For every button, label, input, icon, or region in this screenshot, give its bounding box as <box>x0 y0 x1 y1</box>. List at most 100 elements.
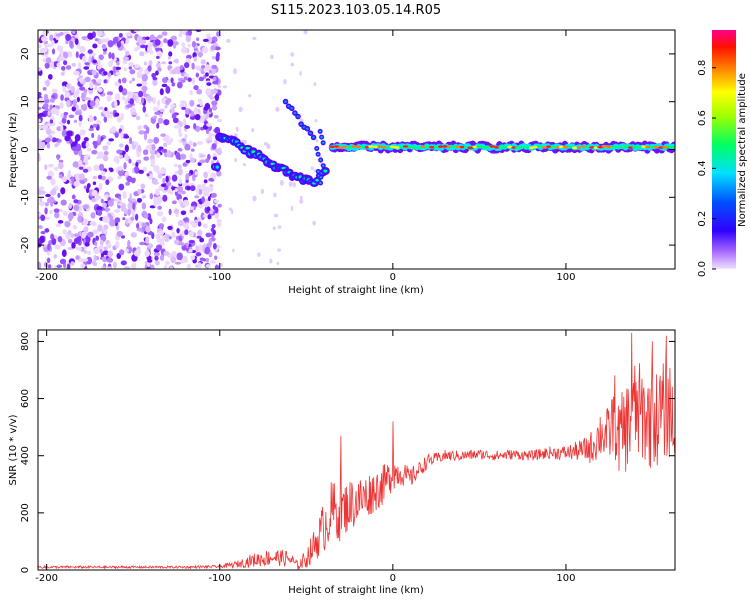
noise-speck <box>48 196 55 203</box>
noise-speck <box>145 36 150 41</box>
noise-speck <box>199 237 205 243</box>
noise-speck <box>205 128 210 135</box>
noise-speck <box>111 52 115 60</box>
noise-speck <box>106 94 112 102</box>
noise-speck <box>168 236 172 240</box>
noise-speck <box>187 77 192 82</box>
noise-speck <box>147 243 154 249</box>
noise-speck <box>205 232 212 238</box>
noise-speck <box>220 262 223 268</box>
noise-speck <box>125 248 129 253</box>
noise-speck <box>138 125 143 130</box>
noise-speck <box>196 37 200 42</box>
noise-speck <box>213 114 219 119</box>
noise-speck <box>195 245 199 252</box>
noise-speck <box>165 181 172 186</box>
noise-speck <box>128 80 133 84</box>
noise-speck <box>214 264 220 269</box>
noise-speck <box>121 88 128 96</box>
noise-speck <box>188 239 195 244</box>
noise-speck <box>58 159 64 163</box>
noise-speck <box>112 65 116 74</box>
noise-speck <box>40 230 46 235</box>
noise-speck <box>123 67 128 72</box>
noise-speck <box>208 132 212 139</box>
noise-speck <box>74 110 82 116</box>
noise-speck <box>101 175 106 181</box>
signal-blob-core <box>450 145 457 148</box>
noise-speck <box>92 181 97 186</box>
noise-speck <box>197 98 202 103</box>
noise-speck <box>60 94 64 101</box>
noise-speck <box>290 52 295 57</box>
noise-speck <box>109 127 117 133</box>
noise-speck <box>49 104 53 110</box>
noise-speck <box>135 161 139 168</box>
snr-xlabel: Height of straight line (km) <box>288 585 424 596</box>
noise-speck <box>242 163 247 167</box>
noise-speck <box>202 46 209 54</box>
noise-speck <box>66 130 73 137</box>
figure-title: S115.2023.103.05.14.R05 <box>271 3 441 18</box>
noise-speck <box>145 236 150 244</box>
noise-speck <box>196 184 202 190</box>
noise-speck <box>210 172 217 180</box>
snr-xtick-label: 100 <box>556 573 575 584</box>
noise-speck <box>38 124 43 130</box>
noise-speck <box>185 159 191 163</box>
noise-speck <box>64 135 71 142</box>
noise-speck <box>56 62 61 68</box>
noise-speck <box>38 186 45 191</box>
noise-speck <box>128 61 135 67</box>
noise-speck <box>103 224 109 230</box>
signal-blob-core <box>293 112 297 115</box>
noise-speck <box>86 147 92 152</box>
noise-speck <box>62 210 68 216</box>
noise-speck <box>214 93 220 102</box>
noise-speck <box>116 61 120 66</box>
noise-speck <box>165 86 171 94</box>
noise-speck <box>125 181 131 186</box>
noise-speck <box>173 208 180 215</box>
noise-speck <box>209 208 214 215</box>
noise-speck <box>234 157 238 163</box>
noise-speck <box>176 227 180 234</box>
signal-blob-core <box>306 127 309 130</box>
signal-blob-core <box>520 145 526 149</box>
signal-blob-core <box>316 153 320 156</box>
noise-speck <box>58 162 64 170</box>
noise-speck <box>118 143 124 148</box>
noise-speck <box>73 70 80 76</box>
noise-speck <box>49 119 54 124</box>
noise-speck <box>64 91 71 98</box>
noise-speck <box>159 254 164 261</box>
noise-speck <box>117 205 121 209</box>
signal-blob-core <box>393 146 401 149</box>
signal-blob-core <box>511 146 517 149</box>
noise-speck <box>162 194 168 202</box>
noise-speck <box>150 158 156 166</box>
signal-blob-core <box>601 145 609 148</box>
noise-speck <box>160 133 167 138</box>
noise-speck <box>155 62 161 69</box>
signal-blob-core <box>455 145 460 149</box>
noise-speck <box>102 51 107 55</box>
spectrogram-ytick-label: 10 <box>20 95 31 108</box>
noise-speck <box>170 77 174 83</box>
noise-speck <box>154 255 159 261</box>
noise-speck <box>171 200 177 205</box>
noise-speck <box>84 241 90 247</box>
noise-speck <box>81 104 85 110</box>
noise-speck <box>92 229 99 234</box>
noise-speck <box>181 42 186 47</box>
noise-speck <box>58 174 63 179</box>
noise-speck <box>83 137 89 142</box>
noise-speck <box>160 167 167 175</box>
noise-speck <box>156 200 161 205</box>
noise-speck <box>135 115 141 121</box>
signal-blob-core <box>653 145 661 149</box>
noise-speck <box>98 182 103 190</box>
noise-speck <box>217 118 223 123</box>
